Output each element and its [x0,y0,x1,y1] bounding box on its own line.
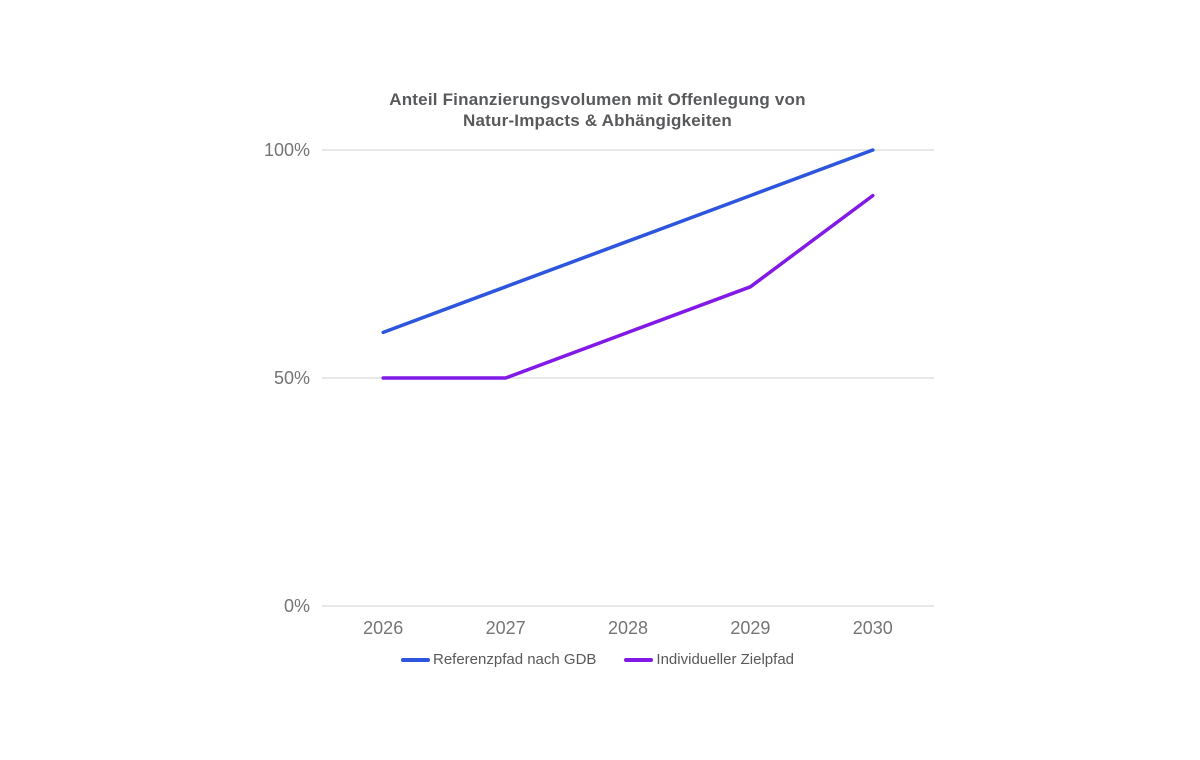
x-tick-label: 2027 [485,618,526,638]
legend-item-0: Referenzpfad nach GDB [400,650,597,670]
chart-title: Anteil Finanzierungsvolumen mit Offenleg… [389,90,806,130]
legend-line-swatch [400,658,430,662]
y-tick-label: 0% [283,596,310,616]
legend-label: Individueller Zielpfad [656,651,794,668]
legend: Referenzpfad nach GDB Individueller Zielp… [250,650,945,670]
legend-item-1: Individueller Zielpfad [624,650,794,670]
x-tick-label: 2030 [852,618,893,638]
legend-label: Referenzpfad nach GDB [432,651,597,668]
x-tick-label: 2028 [607,618,649,638]
legend-line-swatch [624,658,654,662]
x-tick-label: 2026 [363,618,404,638]
y-tick-label: 50% [273,368,310,388]
series-line-1 [381,193,875,380]
y-tick-label: 100% [263,140,310,160]
series-line-0 [381,148,875,335]
x-tick-label: 2029 [730,618,771,638]
